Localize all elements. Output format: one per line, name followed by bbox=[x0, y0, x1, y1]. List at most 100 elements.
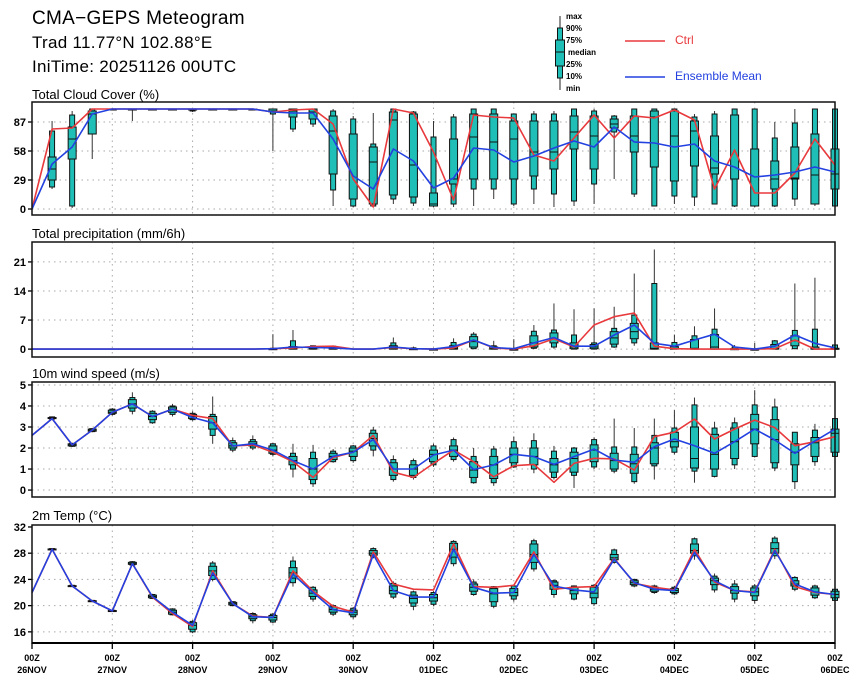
ensemble-box bbox=[589, 437, 599, 470]
ensemble-box bbox=[790, 109, 800, 206]
box-p25-p75 bbox=[469, 113, 479, 180]
x-axis: 00Z 26NOV 00Z 27NOV 00Z 28NOV 00Z 29NOV 00Z 30NOV… bbox=[17, 642, 850, 675]
ensemble-box bbox=[549, 111, 559, 207]
box-p25-p75 bbox=[730, 114, 740, 180]
y-tick-label: 32 bbox=[14, 522, 26, 534]
ensemble-box bbox=[429, 591, 438, 607]
box-p25-p75 bbox=[770, 542, 780, 554]
box-p25-p75 bbox=[649, 442, 659, 465]
box-p25-p75 bbox=[408, 113, 418, 198]
legend-box-label-p75: 75% bbox=[566, 36, 583, 45]
box-p25-p75 bbox=[408, 464, 418, 476]
panel-title: 10m wind speed (m/s) bbox=[32, 366, 160, 381]
ensemble-box bbox=[569, 108, 579, 206]
legend-box-icon bbox=[555, 16, 565, 90]
x-tick-label-time: 00Z bbox=[265, 653, 281, 663]
legend-box-label-p10: 10% bbox=[566, 72, 583, 81]
y-tick-label: 3 bbox=[20, 422, 26, 434]
box-p25-p75 bbox=[549, 120, 559, 170]
y-tick-label: 28 bbox=[14, 548, 26, 560]
ensemble-box bbox=[629, 428, 639, 484]
legend-box-label-min: min bbox=[566, 84, 581, 93]
box-p10-p90 bbox=[811, 328, 818, 350]
x-tick-label-time: 00Z bbox=[24, 653, 40, 663]
y-tick-label: 29 bbox=[14, 175, 26, 187]
box-p25-p75 bbox=[770, 419, 780, 464]
panel-2: Total precipitation (mm/6h) 0 7 14 21 bbox=[14, 226, 840, 358]
box-p25-p75 bbox=[629, 115, 639, 153]
ensemble-box bbox=[770, 398, 780, 472]
ctrl-line bbox=[31, 543, 836, 628]
x-tick-label-time: 00Z bbox=[827, 653, 843, 663]
x-tick-label-date: 29NOV bbox=[258, 665, 288, 675]
legend-ctrl-label: Ctrl bbox=[675, 33, 694, 47]
ensemble-box bbox=[689, 397, 699, 483]
x-tick-label-time: 00Z bbox=[426, 653, 442, 663]
box-p10-p90 bbox=[571, 108, 578, 202]
ensemble-box bbox=[348, 444, 358, 463]
ensemble-box bbox=[489, 108, 499, 199]
panel-title: Total Cloud Cover (%) bbox=[32, 87, 159, 102]
panel-frame bbox=[31, 381, 836, 498]
box-p25-p75 bbox=[810, 437, 820, 457]
y-tick-label: 4 bbox=[20, 401, 27, 413]
init-time-label: IniTime: 20251126 00UTC bbox=[32, 57, 237, 76]
y-tick-label: 20 bbox=[14, 601, 26, 613]
y-tick-label: 2 bbox=[20, 443, 26, 455]
box-p25-p75 bbox=[87, 110, 97, 135]
ensemble-box bbox=[629, 108, 639, 197]
x-tick-label-date: 02DEC bbox=[499, 665, 529, 675]
box-p25-p75 bbox=[549, 458, 559, 473]
ensemble-box bbox=[649, 418, 659, 480]
ensemble-box bbox=[810, 423, 820, 466]
ensemble-box bbox=[669, 108, 679, 204]
ensemble-mean-line bbox=[32, 324, 836, 350]
y-tick-label: 58 bbox=[14, 146, 26, 158]
panel-title: 2m Temp (°C) bbox=[32, 508, 112, 523]
x-tick-label-date: 04DEC bbox=[660, 665, 690, 675]
ensemble-box bbox=[730, 108, 740, 207]
legend-box-label-p25: 25% bbox=[566, 60, 583, 69]
x-tick-label-time: 00Z bbox=[345, 653, 361, 663]
ensemble-box bbox=[770, 536, 780, 560]
ensemble-box bbox=[408, 590, 418, 611]
ensemble-box bbox=[790, 431, 800, 490]
panel-3: 10m wind speed (m/s) 0 1 2 3 4 5 bbox=[20, 366, 840, 498]
panel-title: Total precipitation (mm/6h) bbox=[32, 226, 185, 241]
ensemble-mean-line bbox=[31, 548, 836, 627]
box-p25-p75 bbox=[810, 133, 820, 205]
ensemble-box bbox=[810, 108, 820, 206]
y-tick-label: 21 bbox=[14, 257, 26, 269]
x-tick-label-time: 00Z bbox=[586, 653, 602, 663]
x-tick-label-date: 30NOV bbox=[338, 665, 368, 675]
box-p25-p75 bbox=[629, 322, 639, 340]
y-tick-label: 0 bbox=[20, 344, 26, 356]
box-p25-p75 bbox=[429, 192, 438, 207]
y-tick-label: 87 bbox=[14, 117, 26, 129]
ensemble-mean-line bbox=[31, 108, 836, 210]
ensemble-box bbox=[87, 108, 97, 159]
x-tick-label-date: 03DEC bbox=[580, 665, 610, 675]
ensemble-box bbox=[408, 111, 418, 206]
box-p25-p75 bbox=[790, 443, 800, 466]
box-p25-p75 bbox=[790, 146, 800, 180]
y-tick-label: 1 bbox=[20, 464, 26, 476]
panel-frame bbox=[31, 101, 836, 216]
plot-area bbox=[32, 525, 835, 643]
x-tick-label-date: 05DEC bbox=[740, 665, 770, 675]
ensemble-box bbox=[710, 111, 720, 205]
y-tick-label: 5 bbox=[20, 380, 26, 392]
box-p25-p75 bbox=[449, 138, 459, 185]
legend-box-label-max: max bbox=[566, 12, 583, 21]
y-tick-label: 16 bbox=[14, 627, 26, 639]
legend-box-label-median: median bbox=[568, 48, 597, 57]
box-p25-p75 bbox=[649, 110, 659, 168]
ensemble-box bbox=[609, 115, 619, 179]
y-tick-label: 24 bbox=[14, 574, 27, 586]
ensemble-box bbox=[489, 585, 499, 609]
box-p25-p75 bbox=[710, 135, 720, 175]
y-tick-label: 0 bbox=[20, 485, 26, 497]
x-tick-label-date: 01DEC bbox=[419, 665, 449, 675]
x-tick-label-time: 00Z bbox=[105, 653, 121, 663]
